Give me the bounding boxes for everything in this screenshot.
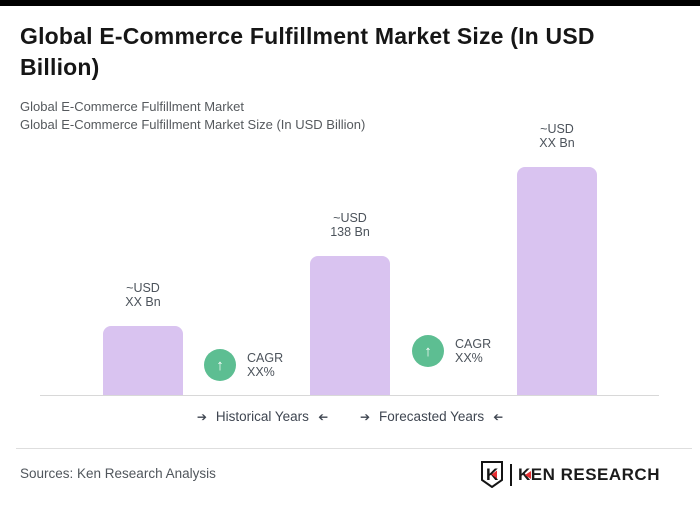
up-arrow-glyph: ↑	[216, 356, 224, 374]
cagr-badge-forecast: ↑ CAGR XX%	[412, 335, 491, 367]
footer-divider	[16, 448, 692, 449]
growth-up-arrow-icon: ↑	[204, 349, 236, 381]
up-arrow-glyph: ↑	[424, 342, 432, 360]
bar-group-current: ~USD 138 Bn	[290, 211, 410, 395]
bar-historical[interactable]	[103, 326, 183, 395]
bar-label-line1: ~USD	[540, 122, 574, 136]
bar-chart-area: ~USD XX Bn ~USD 138 Bn ~USD XX Bn ↑	[0, 122, 700, 398]
bar-label-line2: XX Bn	[125, 295, 161, 309]
bar-group-forecast: ~USD XX Bn	[497, 122, 617, 395]
bar-value-label: ~USD XX Bn	[539, 122, 574, 150]
cagr-badge-historical: ↑ CAGR XX%	[204, 349, 283, 381]
bar-label-line2: XX Bn	[539, 136, 575, 150]
sources-text: Sources: Ken Research Analysis	[20, 466, 216, 481]
chart-subtitle-size: Global E-Commerce Fulfillment Market Siz…	[20, 117, 366, 132]
left-arrow-icon: ➔	[493, 409, 504, 424]
legend: ➔ Historical Years ➔ ➔ Forecasted Years …	[0, 409, 700, 424]
growth-up-arrow-icon: ↑	[412, 335, 444, 367]
cagr-text: CAGR XX%	[455, 337, 491, 365]
cagr-text: CAGR XX%	[247, 351, 283, 379]
cagr-label: CAGR	[455, 337, 492, 351]
legend-label: Historical Years	[215, 409, 309, 424]
bar-label-line1: ~USD	[126, 281, 160, 295]
bar-label-line1: ~USD	[333, 211, 367, 225]
left-arrow-icon: ➔	[317, 409, 328, 424]
legend-item-forecasted: ➔ Forecasted Years ➔	[360, 409, 503, 424]
cagr-value: XX%	[247, 365, 275, 379]
ken-research-badge-icon: K	[480, 461, 503, 488]
page-title: Global E-Commerce Fulfillment Market Siz…	[20, 23, 595, 80]
legend-label: Forecasted Years	[379, 409, 485, 424]
cagr-value: XX%	[455, 351, 483, 365]
bar-value-label: ~USD 138 Bn	[330, 211, 370, 239]
logo-divider	[509, 463, 512, 486]
bar-value-label: ~USD XX Bn	[125, 281, 160, 309]
bar-current[interactable]	[310, 256, 390, 395]
logo-wordmark: KEN RESEARCH	[518, 465, 660, 485]
right-arrow-icon: ➔	[359, 409, 371, 424]
bar-label-line2: 138 Bn	[330, 225, 370, 239]
bar-group-historical: ~USD XX Bn	[83, 281, 203, 395]
chart-subtitle-market: Global E-Commerce Fulfillment Market	[20, 99, 244, 114]
ken-research-logo: K KEN RESEARCH	[480, 461, 660, 488]
top-black-bar	[0, 0, 700, 6]
bar-forecast[interactable]	[517, 167, 597, 395]
cagr-label: CAGR	[247, 351, 284, 365]
logo-rest: EN RESEARCH	[530, 464, 660, 484]
x-axis-line	[40, 395, 659, 396]
logo-k-letter: K	[517, 464, 531, 484]
right-arrow-icon: ➔	[196, 409, 207, 424]
legend-item-historical: ➔ Historical Years ➔	[197, 409, 328, 424]
